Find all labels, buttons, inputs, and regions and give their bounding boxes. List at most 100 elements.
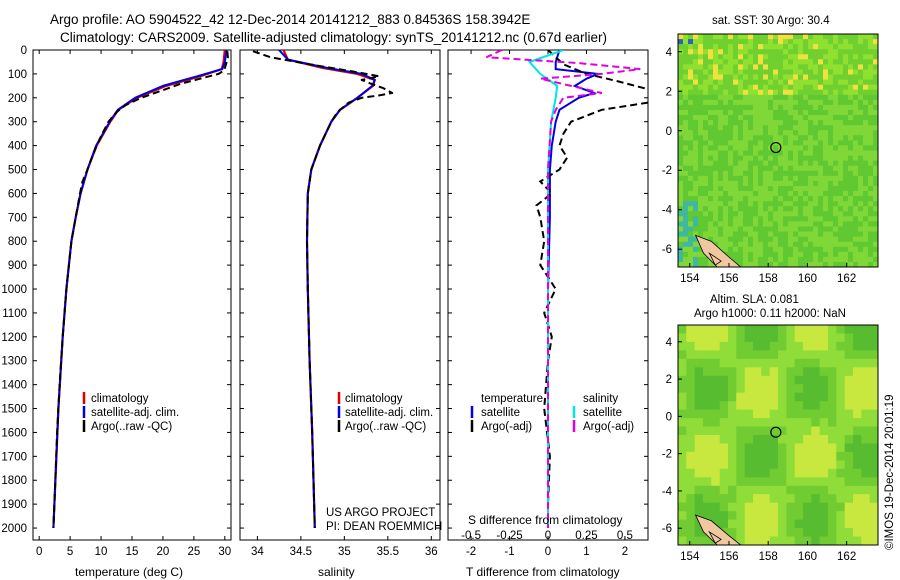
map-cell: [828, 375, 837, 385]
map-cell: [793, 135, 799, 141]
map-cell: [753, 211, 759, 217]
map-cell: [833, 49, 839, 55]
map-cell: [743, 226, 749, 233]
map-cell: [803, 341, 812, 351]
map-cell: [728, 246, 734, 253]
map-cell: [769, 325, 779, 335]
map-cell: [811, 485, 821, 495]
map-cell: [803, 477, 812, 487]
map-cell: [838, 236, 844, 243]
map-cell: [743, 49, 749, 55]
map-cell: [683, 180, 689, 187]
map-cell: [753, 130, 759, 136]
map-cell: [693, 120, 699, 126]
map-cell: [708, 130, 714, 136]
map-cell: [778, 528, 787, 538]
map-cell: [748, 256, 754, 263]
map-cell: [768, 34, 774, 40]
map-cell: [758, 251, 764, 258]
map-cell: [738, 256, 744, 263]
x-tick-label: 34: [251, 546, 264, 558]
map-cell: [863, 49, 869, 55]
x-tick-label: 160: [798, 551, 817, 563]
map-cell: [858, 206, 864, 212]
map-cell: [818, 165, 824, 172]
map-cell: [773, 150, 779, 157]
map-cell: [683, 44, 689, 50]
map-cell: [783, 160, 789, 167]
series-line-argo-raw-qc: [252, 50, 394, 529]
map-cell: [693, 221, 699, 228]
map-cell: [703, 165, 709, 172]
map-cell: [728, 231, 734, 238]
x-tick-label: 0: [545, 546, 551, 558]
map-cell: [808, 79, 814, 86]
map-cell: [819, 325, 829, 335]
map-cell: [788, 226, 794, 233]
map-cell: [711, 451, 721, 461]
map-cell: [793, 34, 799, 40]
sst-map: [678, 34, 878, 267]
map-cell: [748, 64, 754, 71]
map-cell: [753, 69, 759, 76]
map-cell: [803, 350, 812, 360]
map-cell: [783, 59, 789, 65]
map-cell: [758, 44, 764, 50]
map-cell: [803, 64, 809, 71]
map-cell: [728, 34, 734, 40]
map-cell: [693, 251, 699, 258]
map-cell: [848, 145, 854, 152]
map-cell: [769, 536, 779, 545]
map-cell: [853, 221, 859, 228]
map-cell: [863, 160, 869, 167]
map-cell: [868, 216, 874, 222]
map-cell: [853, 54, 859, 60]
map-cell: [728, 468, 737, 478]
map-cell: [708, 44, 714, 50]
map-cell: [711, 409, 721, 419]
map-cell: [788, 256, 794, 263]
map-cell: [713, 216, 719, 222]
map-cell: [783, 236, 789, 243]
map-cell: [736, 401, 746, 411]
map-cell: [778, 201, 784, 207]
map-cell: [703, 180, 709, 187]
map-cell: [763, 165, 769, 172]
map-cell: [811, 350, 821, 360]
map-cell: [783, 261, 789, 267]
x-tick-label: 0: [36, 546, 42, 558]
map-cell: [678, 443, 687, 453]
map-cell: [869, 502, 878, 512]
map-cell: [819, 468, 829, 478]
map-cell: [798, 221, 804, 228]
map-cell: [861, 426, 871, 436]
map-cell: [828, 241, 834, 248]
map-cell: [843, 221, 849, 228]
map-cell: [833, 155, 839, 162]
map-cell: [843, 191, 849, 197]
map-cell: [868, 236, 874, 243]
map-cell: [678, 191, 684, 197]
map-cell: [786, 435, 796, 445]
map-cell: [868, 39, 874, 45]
map-cell: [863, 120, 869, 126]
map-cell: [768, 79, 774, 86]
map-cell: [738, 99, 744, 106]
map-cell: [798, 44, 804, 50]
map-cell: [723, 196, 729, 202]
map-cell: [693, 44, 699, 50]
map-cell: [743, 165, 749, 172]
map-cell: [728, 221, 734, 228]
map-cell: [719, 519, 729, 529]
map-cell: [853, 206, 859, 212]
map-cell: [708, 201, 714, 207]
map-cell: [794, 494, 804, 504]
map-cell: [808, 211, 814, 217]
map-cell: [828, 130, 834, 136]
map-cell: [763, 69, 769, 76]
map-cell: [803, 54, 809, 60]
map-cell: [843, 74, 849, 81]
sla-map: [678, 325, 878, 545]
map-cell: [811, 477, 821, 487]
legend-title-temperature: temperature: [481, 393, 543, 405]
